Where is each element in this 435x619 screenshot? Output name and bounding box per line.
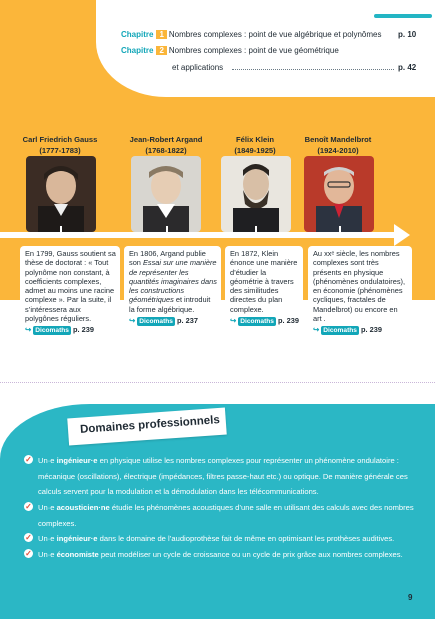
card-text: En 1806, Argand publie son Essai sur une…: [129, 249, 217, 314]
domaine-pre: Un·e: [38, 503, 57, 512]
person-name: Benoît Mandelbrot: [304, 135, 372, 144]
dicomaths-badge: Dicomaths: [137, 317, 175, 327]
card-text: Au xxᵉ siècle, les nombres complexes son…: [313, 249, 406, 324]
card-text-part: En 1806, Argand publie son: [129, 249, 206, 268]
dicomaths-link[interactable]: ↪ Dicomaths p. 239: [313, 325, 408, 336]
person-name: Carl Friedrich Gauss: [22, 135, 98, 144]
check-icon: ✓: [24, 533, 33, 542]
person-gauss: Carl Friedrich Gauss (1777-1783): [12, 134, 108, 156]
domaine-pre: Un·e: [38, 550, 57, 559]
arrow-icon: ↪: [25, 325, 32, 335]
card-text: En 1872, Klein énonce une manière d’étud…: [230, 249, 298, 314]
chapter-number: 2: [156, 46, 167, 55]
domaine-item: ✓ Un·e acousticien·ne étudie les phénomè…: [24, 500, 414, 531]
person-dates: (1924-2010): [317, 146, 359, 155]
timeline-tick: [339, 226, 341, 238]
chapter-label: Chapitre: [121, 46, 154, 55]
domaine-description: dans le domaine de l’audioprothèse fait …: [97, 534, 395, 543]
card-mandelbrot: Au xxᵉ siècle, les nombres complexes son…: [308, 246, 412, 336]
chapter-title: Nombres complexes : point de vue géométr…: [168, 46, 339, 55]
person-name: Félix Klein: [236, 135, 274, 144]
person-argand: Jean-Robert Argand (1768-1822): [118, 134, 214, 156]
person-name: Jean-Robert Argand: [129, 135, 203, 144]
domaine-profession: ingénieur·e: [56, 456, 98, 465]
page-number: 9: [408, 593, 413, 602]
dicomaths-badge: Dicomaths: [321, 326, 359, 336]
arrow-icon: ↪: [230, 316, 237, 326]
check-icon: ✓: [24, 502, 33, 511]
toc-page-2: p. 42: [398, 63, 417, 72]
card-klein: En 1872, Klein énonce une manière d’étud…: [225, 246, 303, 336]
klein-portrait: [221, 156, 291, 232]
dicomaths-badge: Dicomaths: [238, 317, 276, 327]
chapter-number: 1: [156, 30, 167, 39]
card-text: En 1799, Gauss soutient sa thèse de doct…: [25, 249, 116, 324]
domaine-item: ✓ Un·e économiste peut modéliser un cycl…: [24, 547, 414, 563]
ref-page: p. 239: [278, 316, 299, 326]
dicomaths-link[interactable]: ↪ Dicomaths p. 239: [230, 316, 299, 327]
domaine-profession: acousticien·ne: [56, 503, 110, 512]
toc-accent-stripe: [374, 14, 432, 18]
toc-chapter-1[interactable]: Chapitre 1 Nombres complexes : point de vu…: [121, 30, 381, 39]
domaine-item: ✓ Un·e ingénieur·e en physique utilise l…: [24, 453, 414, 500]
person-dates: (1777-1783): [39, 146, 81, 155]
domaine-text: Un·e ingénieur·e dans le domaine de l’au…: [24, 531, 414, 547]
domaine-profession: économiste: [56, 550, 99, 559]
gauss-portrait: [26, 156, 96, 232]
timeline-tick: [166, 226, 168, 238]
domaine-item: ✓ Un·e ingénieur·e dans le domaine de l’…: [24, 531, 414, 547]
dicomaths-badge: Dicomaths: [33, 326, 71, 336]
card-text-part: et introduit la forme algébrique.: [129, 295, 211, 314]
ref-page: p. 237: [177, 316, 198, 326]
section-divider: [0, 382, 435, 383]
domaine-text: Un·e ingénieur·e en physique utilise les…: [24, 453, 414, 500]
domaine-description: peut modéliser un cycle de croissance ou…: [98, 550, 403, 559]
domaine-description: en physique utilise les nombres complexe…: [38, 456, 408, 496]
timeline-arrow-icon: [394, 224, 410, 246]
domaine-text: Un·e acousticien·ne étudie les phénomène…: [24, 500, 414, 531]
chapter-label: Chapitre: [121, 30, 154, 39]
argand-portrait: [131, 156, 201, 232]
check-icon: ✓: [24, 455, 33, 464]
domaine-description: étudie les phénomènes acoustiques d’une …: [38, 503, 414, 528]
card-gauss: En 1799, Gauss soutient sa thèse de doct…: [20, 246, 120, 342]
arrow-icon: ↪: [129, 316, 136, 326]
person-dates: (1849-1925): [234, 146, 276, 155]
dicomaths-link[interactable]: ↪ Dicomaths p. 237: [129, 316, 217, 327]
timeline-tick: [60, 226, 62, 238]
arrow-icon: ↪: [313, 325, 320, 335]
card-argand: En 1806, Argand publie son Essai sur une…: [124, 246, 221, 336]
ref-page: p. 239: [361, 325, 382, 335]
timeline-tick: [255, 226, 257, 238]
toc-page-1: p. 10: [398, 30, 417, 39]
timeline-bar: [0, 232, 398, 238]
domaine-profession: ingénieur·e: [56, 534, 98, 543]
domaine-pre: Un·e: [38, 534, 57, 543]
person-dates: (1768-1822): [145, 146, 187, 155]
chapter-title: Nombres complexes : point de vue algébri…: [168, 30, 382, 39]
toc-chapter-2-continued: et applications: [172, 63, 224, 72]
toc-dot-leader: [232, 69, 394, 70]
dicomaths-link[interactable]: ↪ Dicomaths p. 239: [25, 325, 116, 336]
ref-page: p. 239: [73, 325, 94, 335]
domaine-pre: Un·e: [38, 456, 57, 465]
person-mandelbrot: Benoît Mandelbrot (1924-2010): [290, 134, 386, 156]
toc-chapter-2[interactable]: Chapitre 2 Nombres complexes : point de vu…: [121, 46, 339, 55]
mandelbrot-portrait: [304, 156, 374, 232]
card-book-title: Essai sur une manière de représenter les…: [129, 258, 217, 305]
check-icon: ✓: [24, 549, 33, 558]
domaine-text: Un·e économiste peut modéliser un cycle …: [24, 547, 414, 563]
person-klein: Félix Klein (1849-1925): [207, 134, 303, 156]
